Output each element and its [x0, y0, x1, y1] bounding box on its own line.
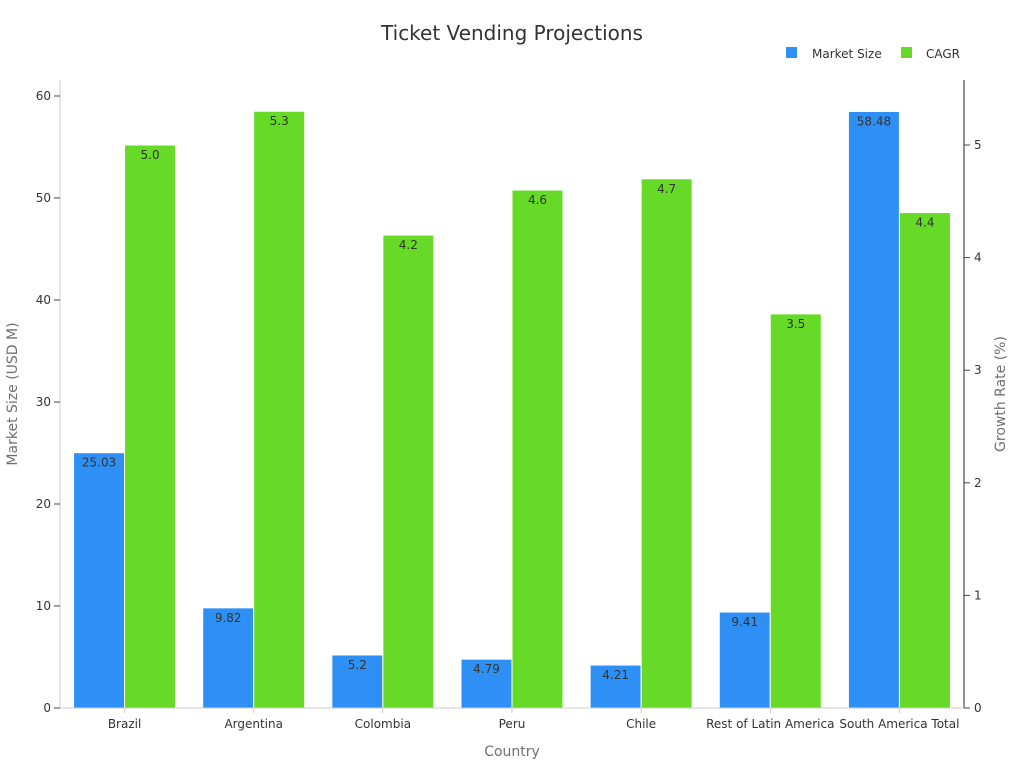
- x-tick-label-peru: Peru: [499, 717, 526, 731]
- y-axis-title: Market Size (USD M): [5, 322, 21, 465]
- y2-tick-label-4: 4: [974, 251, 982, 265]
- bar-cagr-peru: [511, 189, 564, 709]
- data-label-cagr-chile: 4.7: [657, 182, 676, 196]
- y-tick-label-0: 0: [43, 701, 51, 715]
- data-label-market-size-peru: 4.79: [473, 662, 500, 676]
- bar-market-size-south-america-total: [847, 111, 900, 709]
- y-ticks: 0 10 20 30 40 50 60: [36, 89, 60, 715]
- y-tick-label-60: 60: [36, 89, 51, 103]
- chart-title: Ticket Vending Projections: [380, 21, 643, 45]
- data-label-cagr-peru: 4.6: [528, 193, 547, 207]
- data-label-market-size-rest-of-latin-america: 9.41: [731, 615, 758, 629]
- data-label-cagr-argentina: 5.3: [270, 114, 289, 128]
- bar-cagr-brazil: [124, 144, 177, 709]
- x-tick-label-colombia: Colombia: [355, 717, 411, 731]
- x-ticks: Brazil Argentina Colombia Peru Chile Rest of …: [108, 708, 959, 731]
- bar-market-size-argentina: [202, 607, 255, 709]
- legend: Market Size CAGR: [786, 47, 960, 61]
- x-axis-title: Country: [484, 744, 540, 760]
- data-label-market-size-argentina: 9.82: [215, 611, 242, 625]
- x-tick-label-argentina: Argentina: [224, 717, 283, 731]
- legend-swatch-cagr: [901, 47, 912, 58]
- bar-cagr-chile: [640, 178, 693, 709]
- bar-cagr-south-america-total: [898, 212, 951, 709]
- y2-tick-label-0: 0: [974, 701, 982, 715]
- legend-label-market-size: Market Size: [812, 47, 882, 61]
- data-label-market-size-chile: 4.21: [602, 668, 629, 682]
- bar-market-size-peru: [460, 658, 513, 709]
- y-tick-label-20: 20: [36, 497, 51, 511]
- data-label-cagr-colombia: 4.2: [399, 238, 418, 252]
- y2-tick-label-5: 5: [974, 138, 982, 152]
- x-tick-label-rest-of-latin-america: Rest of Latin America: [706, 717, 834, 731]
- y2-axis-title: Growth Rate (%): [993, 336, 1009, 452]
- bar-cagr-colombia: [382, 234, 435, 709]
- y2-tick-label-1: 1: [974, 588, 982, 602]
- y2-tick-label-2: 2: [974, 476, 982, 490]
- data-label-market-size-colombia: 5.2: [348, 658, 367, 672]
- y-tick-label-30: 30: [36, 395, 51, 409]
- y2-tick-label-3: 3: [974, 363, 982, 377]
- bar-cagr-rest-of-latin-america: [769, 313, 822, 709]
- data-label-market-size-brazil: 25.03: [82, 456, 116, 470]
- bar-market-size-colombia: [331, 654, 384, 709]
- x-tick-label-brazil: Brazil: [108, 717, 142, 731]
- bar-cagr-argentina: [253, 110, 306, 709]
- data-label-cagr-brazil: 5.0: [141, 148, 160, 162]
- bars-layer: [73, 110, 951, 709]
- y2-ticks: 0 1 2 3 4 5: [964, 138, 982, 715]
- y-tick-label-40: 40: [36, 293, 51, 307]
- legend-label-cagr: CAGR: [926, 47, 960, 61]
- data-labels-layer: 25.03 5.0 9.82 5.3 5.2 4.2 4.79 4.6 4.21 4.7 9.41 3…: [82, 114, 935, 682]
- data-label-cagr-rest-of-latin-america: 3.5: [786, 317, 805, 331]
- data-label-cagr-south-america-total: 4.4: [915, 216, 934, 230]
- bar-market-size-brazil: [73, 452, 126, 709]
- x-tick-label-south-america-total: South America Total: [839, 717, 959, 731]
- legend-swatch-market-size: [786, 47, 797, 58]
- x-tick-label-chile: Chile: [626, 717, 656, 731]
- y-tick-label-10: 10: [36, 599, 51, 613]
- y-tick-label-50: 50: [36, 191, 51, 205]
- data-label-market-size-south-america-total: 58.48: [857, 115, 891, 129]
